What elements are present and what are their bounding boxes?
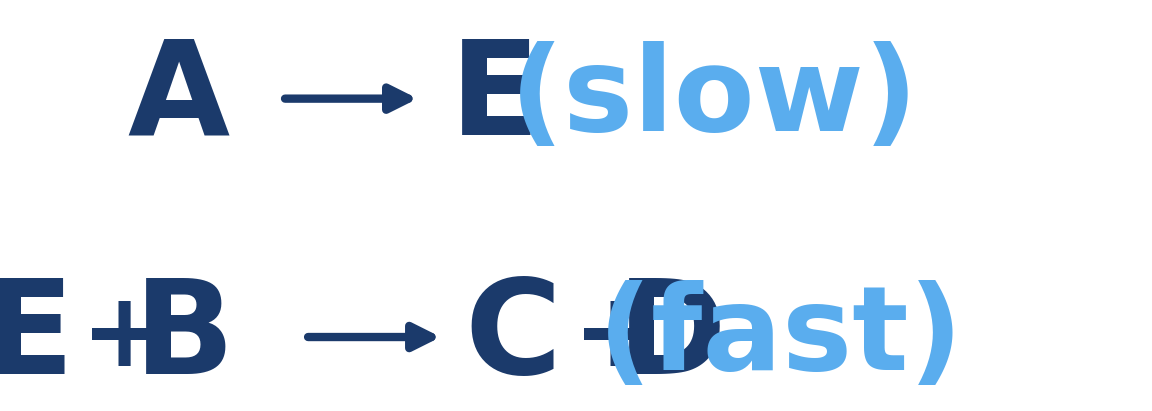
Text: D: D	[616, 273, 727, 401]
Text: B: B	[134, 273, 235, 401]
Text: +: +	[81, 286, 168, 388]
Text: E: E	[450, 35, 540, 162]
Text: A: A	[128, 35, 229, 162]
Text: +: +	[573, 286, 660, 388]
Text: (slow): (slow)	[510, 41, 918, 156]
Text: E: E	[0, 273, 74, 401]
Text: C: C	[464, 273, 561, 401]
Text: (fast): (fast)	[598, 279, 964, 395]
